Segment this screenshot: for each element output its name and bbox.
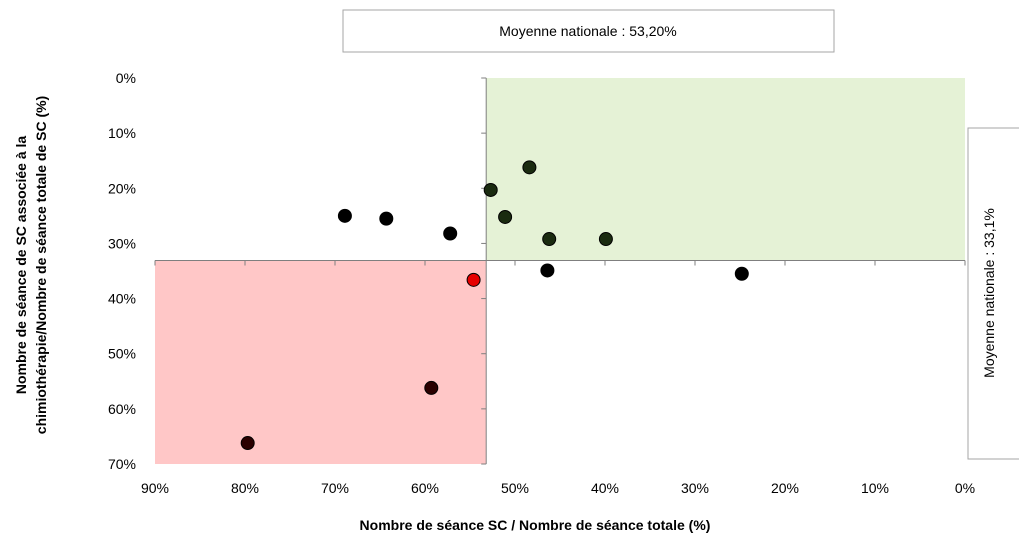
x-axis-title: Nombre de séance SC / Nombre de séance t… [360, 517, 711, 533]
axes-layer [155, 78, 965, 464]
x-tick-label: 60% [411, 480, 439, 496]
y-axis-title-line-2: chimiothérapie/Nombre de séance totale d… [33, 96, 49, 434]
data-point [424, 380, 439, 395]
data-point [443, 226, 458, 241]
y-tick-label: 20% [108, 180, 136, 196]
data-point [483, 182, 498, 197]
y-axis-title-line-1: Nombre de séance de SC associée à la [13, 136, 29, 395]
data-point [598, 232, 613, 247]
y-tick-label: 30% [108, 235, 136, 251]
y-tick-label: 50% [108, 346, 136, 362]
data-point [379, 211, 394, 226]
x-tick-label: 80% [231, 480, 259, 496]
data-point [466, 272, 481, 287]
y-tick-label: 60% [108, 401, 136, 417]
x-tick-label: 70% [321, 480, 349, 496]
y-tick-label: 10% [108, 125, 136, 141]
x-reference-label-box [342, 9, 835, 53]
quadrant-favorable [486, 78, 965, 261]
y-tick-label: 40% [108, 291, 136, 307]
x-tick-label: 20% [771, 480, 799, 496]
x-tick-label: 90% [141, 480, 169, 496]
quadrant-layer [155, 78, 965, 464]
x-reference-label: Moyenne nationale : 53,20% [499, 23, 676, 39]
data-point [540, 263, 555, 278]
x-tick-label: 10% [861, 480, 889, 496]
data-point [542, 232, 557, 247]
x-tick-label: 30% [681, 480, 709, 496]
quadrant-defavorable [155, 260, 487, 464]
data-point [522, 160, 537, 175]
data-point [337, 208, 352, 223]
x-tick-label: 0% [955, 480, 975, 496]
y-tick-label: 0% [116, 70, 136, 86]
tick-layer: 90% 80% 70% 60% 50% 40% 30% 20% 10% 0% 0% 10% 20% 30%… [108, 70, 975, 496]
y-reference-label: Moyenne nationale : 33,1% [981, 208, 997, 378]
x-tick-label: 50% [501, 480, 529, 496]
y-tick-label: 70% [108, 456, 136, 472]
x-tick-label: 40% [591, 480, 619, 496]
data-point [498, 209, 513, 224]
y-reference-label-box [967, 127, 1019, 460]
data-point [734, 266, 749, 281]
data-point [240, 436, 255, 451]
points-layer [240, 160, 749, 451]
